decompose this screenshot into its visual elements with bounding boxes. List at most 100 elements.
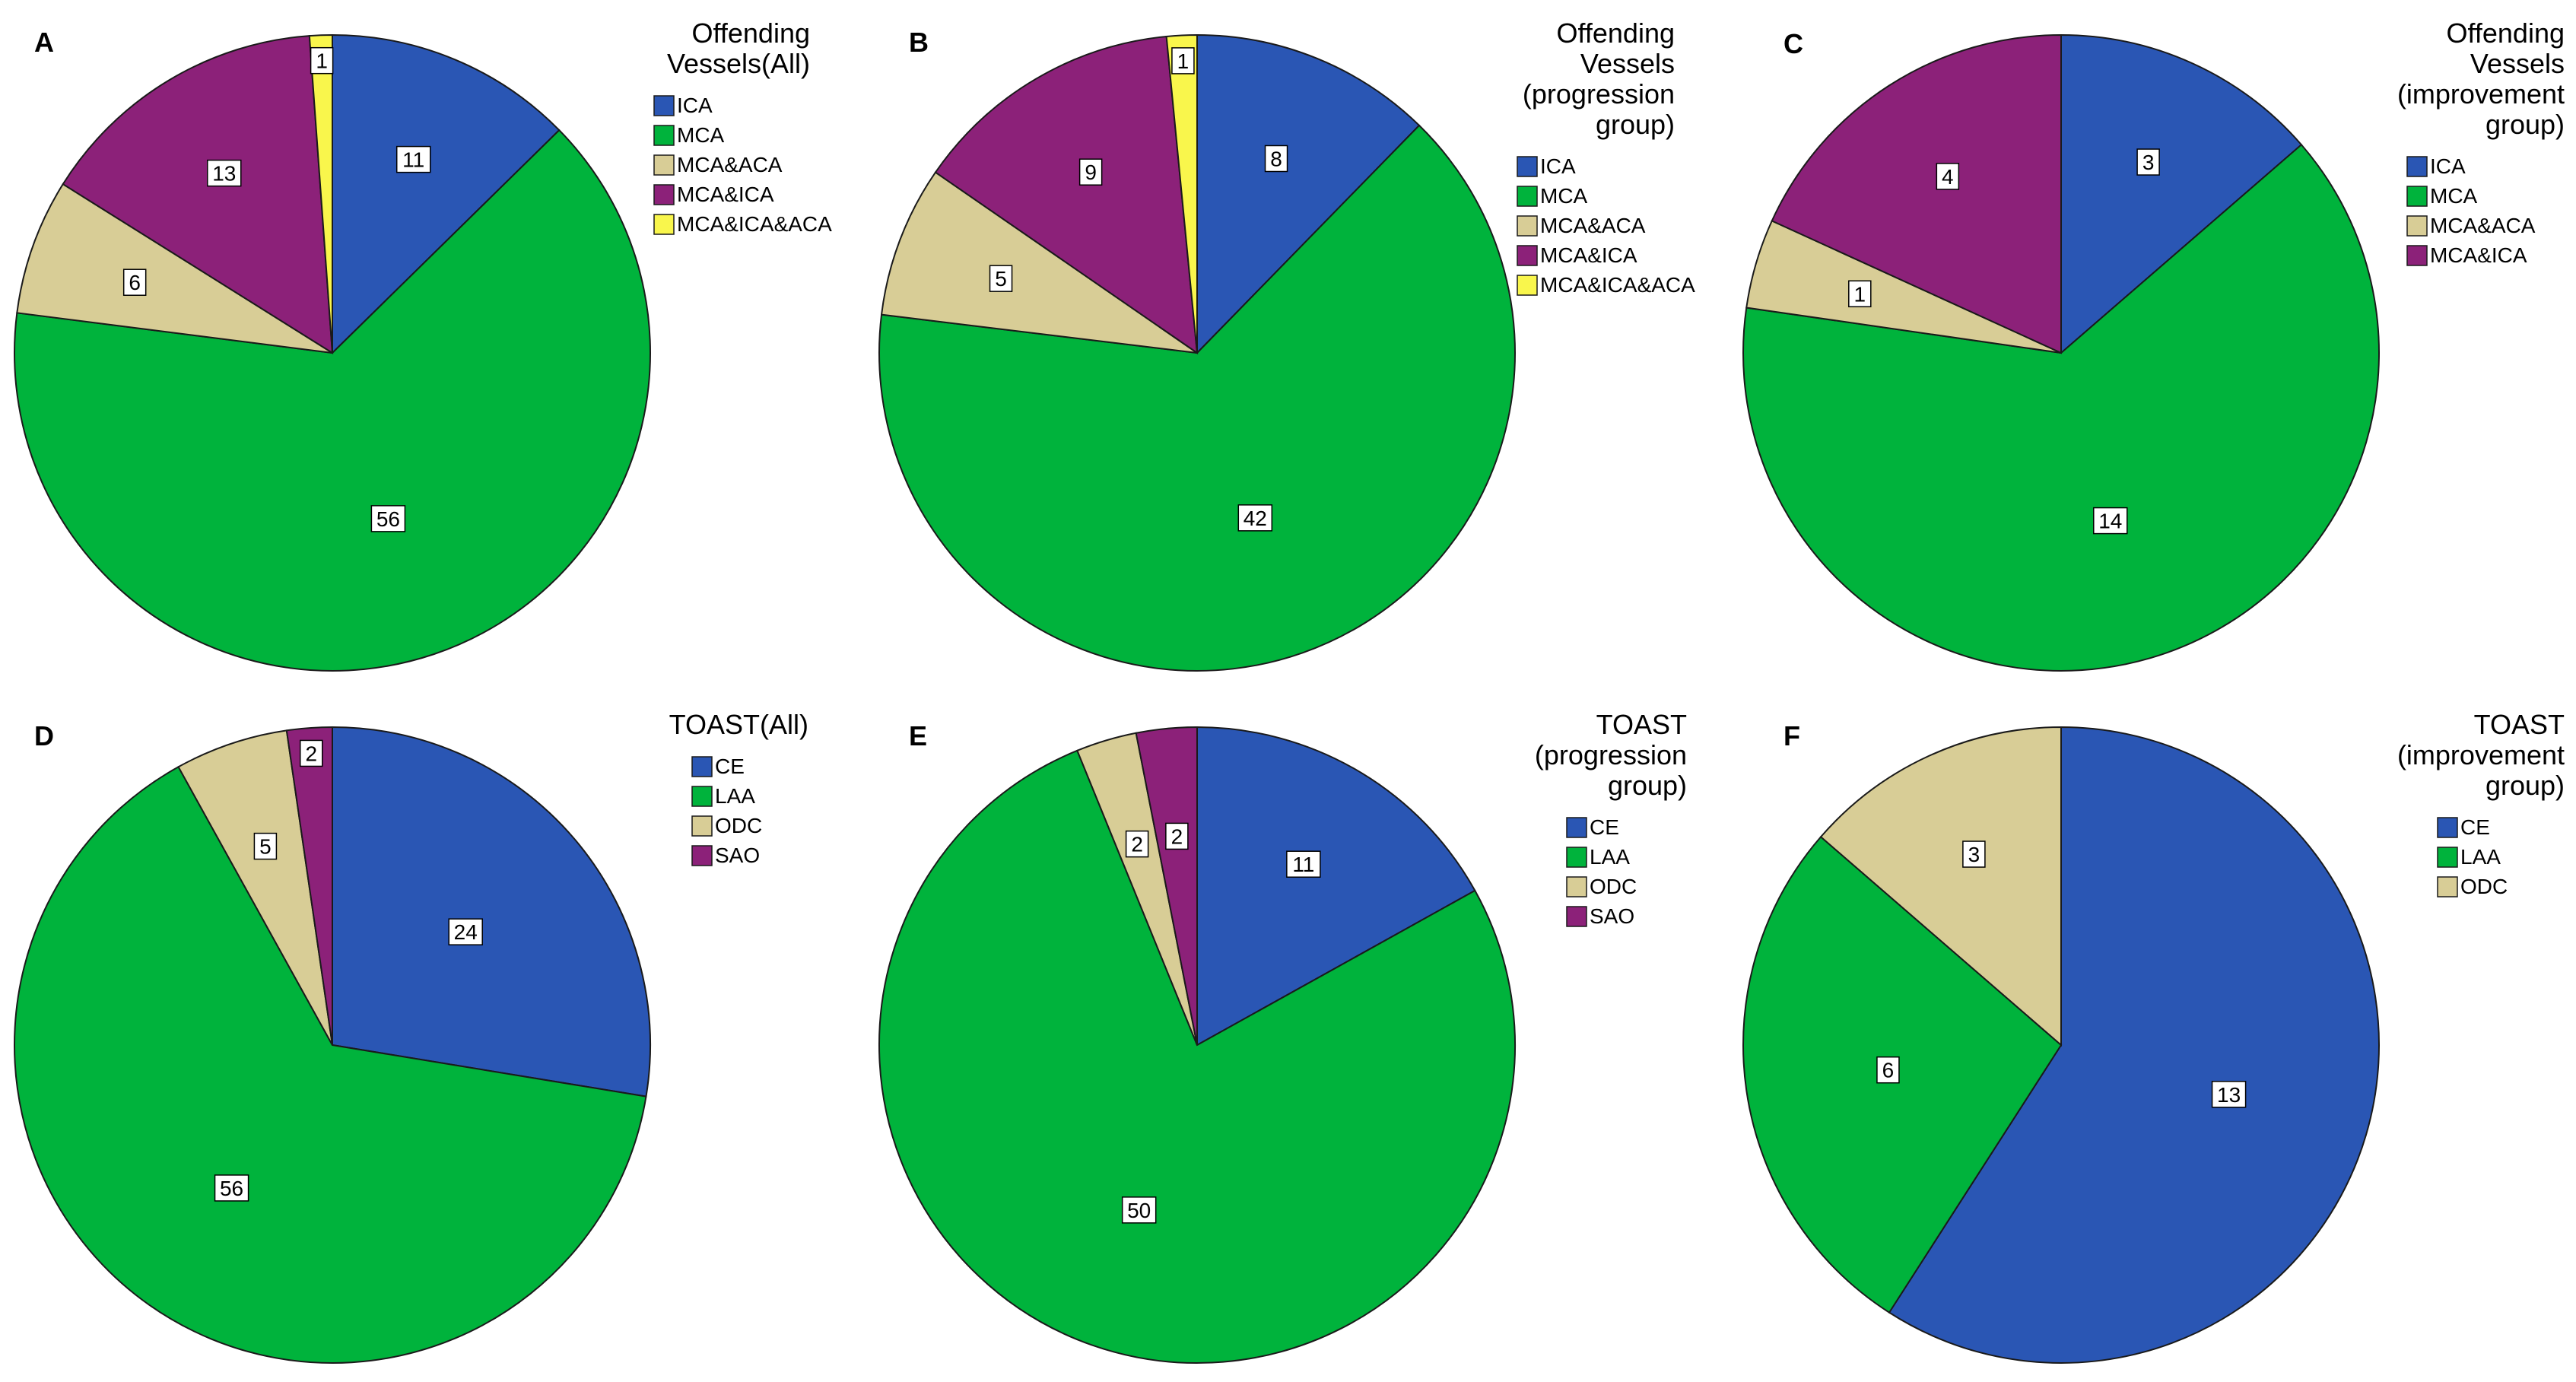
legend-item-a-mca-aca: MCA&ACA: [653, 153, 783, 176]
panel-letter-a: A: [34, 27, 54, 58]
pie-slice-d-laa: [14, 765, 647, 1364]
pie-slice-b-mca-ica-aca: [1165, 33, 1198, 354]
legend-item-c-mca-aca: MCA&ACA: [2406, 214, 2536, 237]
svg-text:42: 42: [1244, 507, 1267, 530]
pie-slice-c-ica: [2060, 33, 2303, 355]
legend-item-d-ce: CE: [691, 755, 745, 778]
svg-text:ODC: ODC: [715, 814, 762, 837]
svg-text:3: 3: [2142, 151, 2155, 174]
data-label-e-ce: 11: [1286, 850, 1321, 878]
pie-slice-f-ce: [1888, 726, 2381, 1364]
legend-item-f-ce: CE: [2437, 815, 2490, 839]
pie-slice-c-mca: [1742, 143, 2380, 672]
svg-text:group): group): [1608, 770, 1687, 801]
svg-text:13: 13: [212, 162, 236, 186]
data-label-a-mca-ica-aca: 1: [310, 46, 334, 75]
legend-item-b-ica: ICA: [1517, 154, 1576, 178]
panel-letter-c: C: [1784, 28, 1803, 59]
svg-text:CE: CE: [715, 755, 745, 778]
legend-item-b-mca-aca: MCA&ACA: [1517, 214, 1646, 237]
pie-slice-b-ica: [1196, 33, 1421, 355]
svg-text:24: 24: [454, 920, 478, 944]
svg-text:3: 3: [1968, 843, 1980, 866]
svg-text:(improvement: (improvement: [2397, 78, 2565, 110]
data-label-b-mca-aca: 5: [989, 265, 1013, 292]
data-label-f-laa: 6: [1876, 1056, 1900, 1084]
pie-slice-a-mca-aca: [16, 183, 333, 354]
data-label-b-ica: 8: [1264, 145, 1288, 173]
svg-text:5: 5: [995, 267, 1007, 291]
pie-slice-e-ce: [1196, 726, 1476, 1047]
data-label-c-mca-aca: 1: [1848, 280, 1872, 308]
svg-text:MCA: MCA: [2430, 184, 2478, 208]
svg-text:2: 2: [1131, 833, 1143, 856]
data-label-c-ica: 3: [2136, 148, 2160, 176]
data-label-a-ica: 11: [395, 145, 431, 173]
svg-text:ODC: ODC: [2460, 875, 2508, 898]
panel-letter-e: E: [909, 720, 927, 751]
data-label-d-ce: 24: [448, 918, 483, 945]
svg-text:MCA&ACA: MCA&ACA: [677, 153, 783, 176]
legend-item-c-ica: ICA: [2406, 154, 2466, 178]
svg-text:MCA&ACA: MCA&ACA: [1540, 214, 1646, 237]
svg-text:(progression: (progression: [1523, 78, 1675, 110]
svg-text:ICA: ICA: [2430, 154, 2466, 178]
svg-text:TOAST: TOAST: [1596, 709, 1687, 740]
panel-letter-f: F: [1784, 720, 1800, 751]
svg-text:Offending: Offending: [692, 17, 810, 49]
svg-text:Offending: Offending: [1557, 17, 1675, 49]
legend-item-d-sao: SAO: [691, 843, 760, 867]
legend-item-a-ica: ICA: [653, 94, 713, 117]
svg-text:56: 56: [220, 1177, 243, 1200]
data-label-e-odc: 2: [1125, 830, 1149, 858]
svg-text:MCA&ICA: MCA&ICA: [2430, 243, 2527, 267]
svg-text:MCA: MCA: [1540, 184, 1588, 208]
data-label-c-mca: 14: [2093, 507, 2128, 535]
data-label-a-mca: 56: [370, 505, 406, 532]
data-label-e-laa: 50: [1121, 1196, 1157, 1224]
svg-text:ODC: ODC: [1590, 875, 1637, 898]
svg-text:1: 1: [1177, 49, 1190, 73]
legend-item-a-mca-ica-aca: MCA&ICA&ACA: [653, 212, 832, 236]
svg-text:13: 13: [2217, 1083, 2241, 1107]
pie-chart-panel-c: C31414OffendingVessels(improvementgroup)…: [1742, 17, 2565, 672]
data-label-a-mca-aca: 6: [122, 268, 147, 296]
svg-text:MCA&ACA: MCA&ACA: [2430, 214, 2536, 237]
svg-text:Vessels: Vessels: [2470, 48, 2565, 79]
svg-text:(improvement: (improvement: [2397, 739, 2565, 770]
pie-slice-f-odc: [1819, 726, 2062, 1047]
svg-text:MCA&ICA: MCA&ICA: [677, 183, 774, 206]
legend-title-d: TOAST(All): [669, 709, 808, 740]
pie-slice-b-mca: [878, 124, 1516, 672]
svg-text:2: 2: [1171, 824, 1183, 848]
svg-text:Vessels: Vessels: [1580, 48, 1675, 79]
svg-text:1: 1: [316, 49, 328, 73]
legend-item-e-odc: ODC: [1566, 875, 1637, 898]
pie-slice-a-mca-ica: [62, 35, 334, 354]
legend-item-e-laa: LAA: [1566, 845, 1630, 869]
pie-slice-d-sao: [285, 726, 333, 1046]
legend-item-b-mca-ica-aca: MCA&ICA&ACA: [1517, 273, 1695, 297]
pie-slice-f-laa: [1742, 835, 2063, 1314]
svg-text:LAA: LAA: [715, 784, 755, 808]
legend-item-b-mca: MCA: [1517, 184, 1588, 208]
svg-text:5: 5: [259, 835, 272, 859]
pie-slice-e-laa: [878, 749, 1516, 1364]
data-label-f-ce: 13: [2211, 1081, 2247, 1108]
data-label-b-mca-ica: 9: [1078, 158, 1103, 186]
svg-text:(progression: (progression: [1535, 739, 1687, 770]
pie-chart-panel-d: D 24 56 5 2 TOAST(All) CE LAA ODC SAO: [14, 709, 808, 1364]
pie-slice-a-ica: [332, 33, 561, 355]
data-label-e-sao: 2: [1165, 822, 1189, 850]
svg-text:4: 4: [1942, 165, 1954, 189]
svg-text:8: 8: [1270, 147, 1282, 170]
svg-text:Offending: Offending: [2447, 17, 2565, 49]
svg-text:11: 11: [402, 148, 424, 172]
data-label-d-laa: 56: [214, 1174, 249, 1202]
svg-text:CE: CE: [2460, 815, 2490, 839]
